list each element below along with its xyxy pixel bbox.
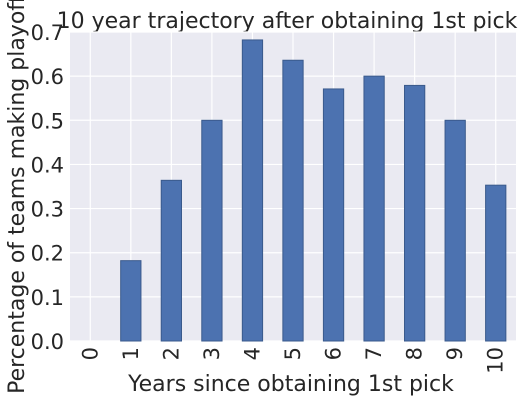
bar-3 [201, 119, 223, 342]
y-tick-label: 0.4 [31, 153, 64, 177]
x-tick-label: 9 [443, 347, 467, 360]
x-tick-label: 5 [281, 347, 305, 360]
y-tick-label: 0.1 [31, 286, 64, 310]
y-tick-label: 0.5 [31, 109, 64, 133]
bar-6 [322, 88, 345, 342]
y-tick-label: 0.0 [31, 330, 64, 354]
bar-9 [444, 119, 466, 342]
y-tick-labels: 0.0 0.1 0.2 0.3 0.4 0.5 0.6 0.7 [31, 21, 64, 354]
bars [120, 39, 507, 342]
y-tick-label: 0.6 [31, 65, 64, 89]
x-tick-label: 8 [403, 347, 427, 360]
y-tick-label: 0.7 [31, 21, 64, 45]
x-tick-label: 6 [322, 347, 346, 360]
bar-1 [120, 260, 142, 342]
x-tick-label: 7 [362, 347, 386, 360]
x-tick-labels: 0 1 2 3 4 5 6 7 8 9 10 [78, 347, 507, 374]
x-tick-label: 4 [240, 347, 264, 360]
y-tick-label: 0.3 [31, 198, 64, 222]
y-tick-label: 0.2 [31, 242, 64, 266]
bar-8 [404, 84, 426, 342]
bar-5 [282, 59, 304, 342]
x-tick-label: 0 [78, 347, 102, 360]
x-tick-label: 2 [159, 347, 183, 360]
x-axis-label: Years since obtaining 1st pick [127, 372, 454, 397]
bar-4 [241, 39, 264, 342]
chart-title: 10 year trajectory after obtaining 1st p… [57, 9, 518, 34]
bar-7 [363, 75, 385, 342]
x-tick-label: 1 [119, 347, 143, 360]
y-axis-label: Percentage of teams making playoffs [5, 0, 30, 394]
x-tick-label: 3 [200, 347, 224, 360]
bar-2 [160, 179, 183, 342]
x-tick-label: 10 [484, 347, 508, 374]
bar-10 [485, 184, 507, 342]
